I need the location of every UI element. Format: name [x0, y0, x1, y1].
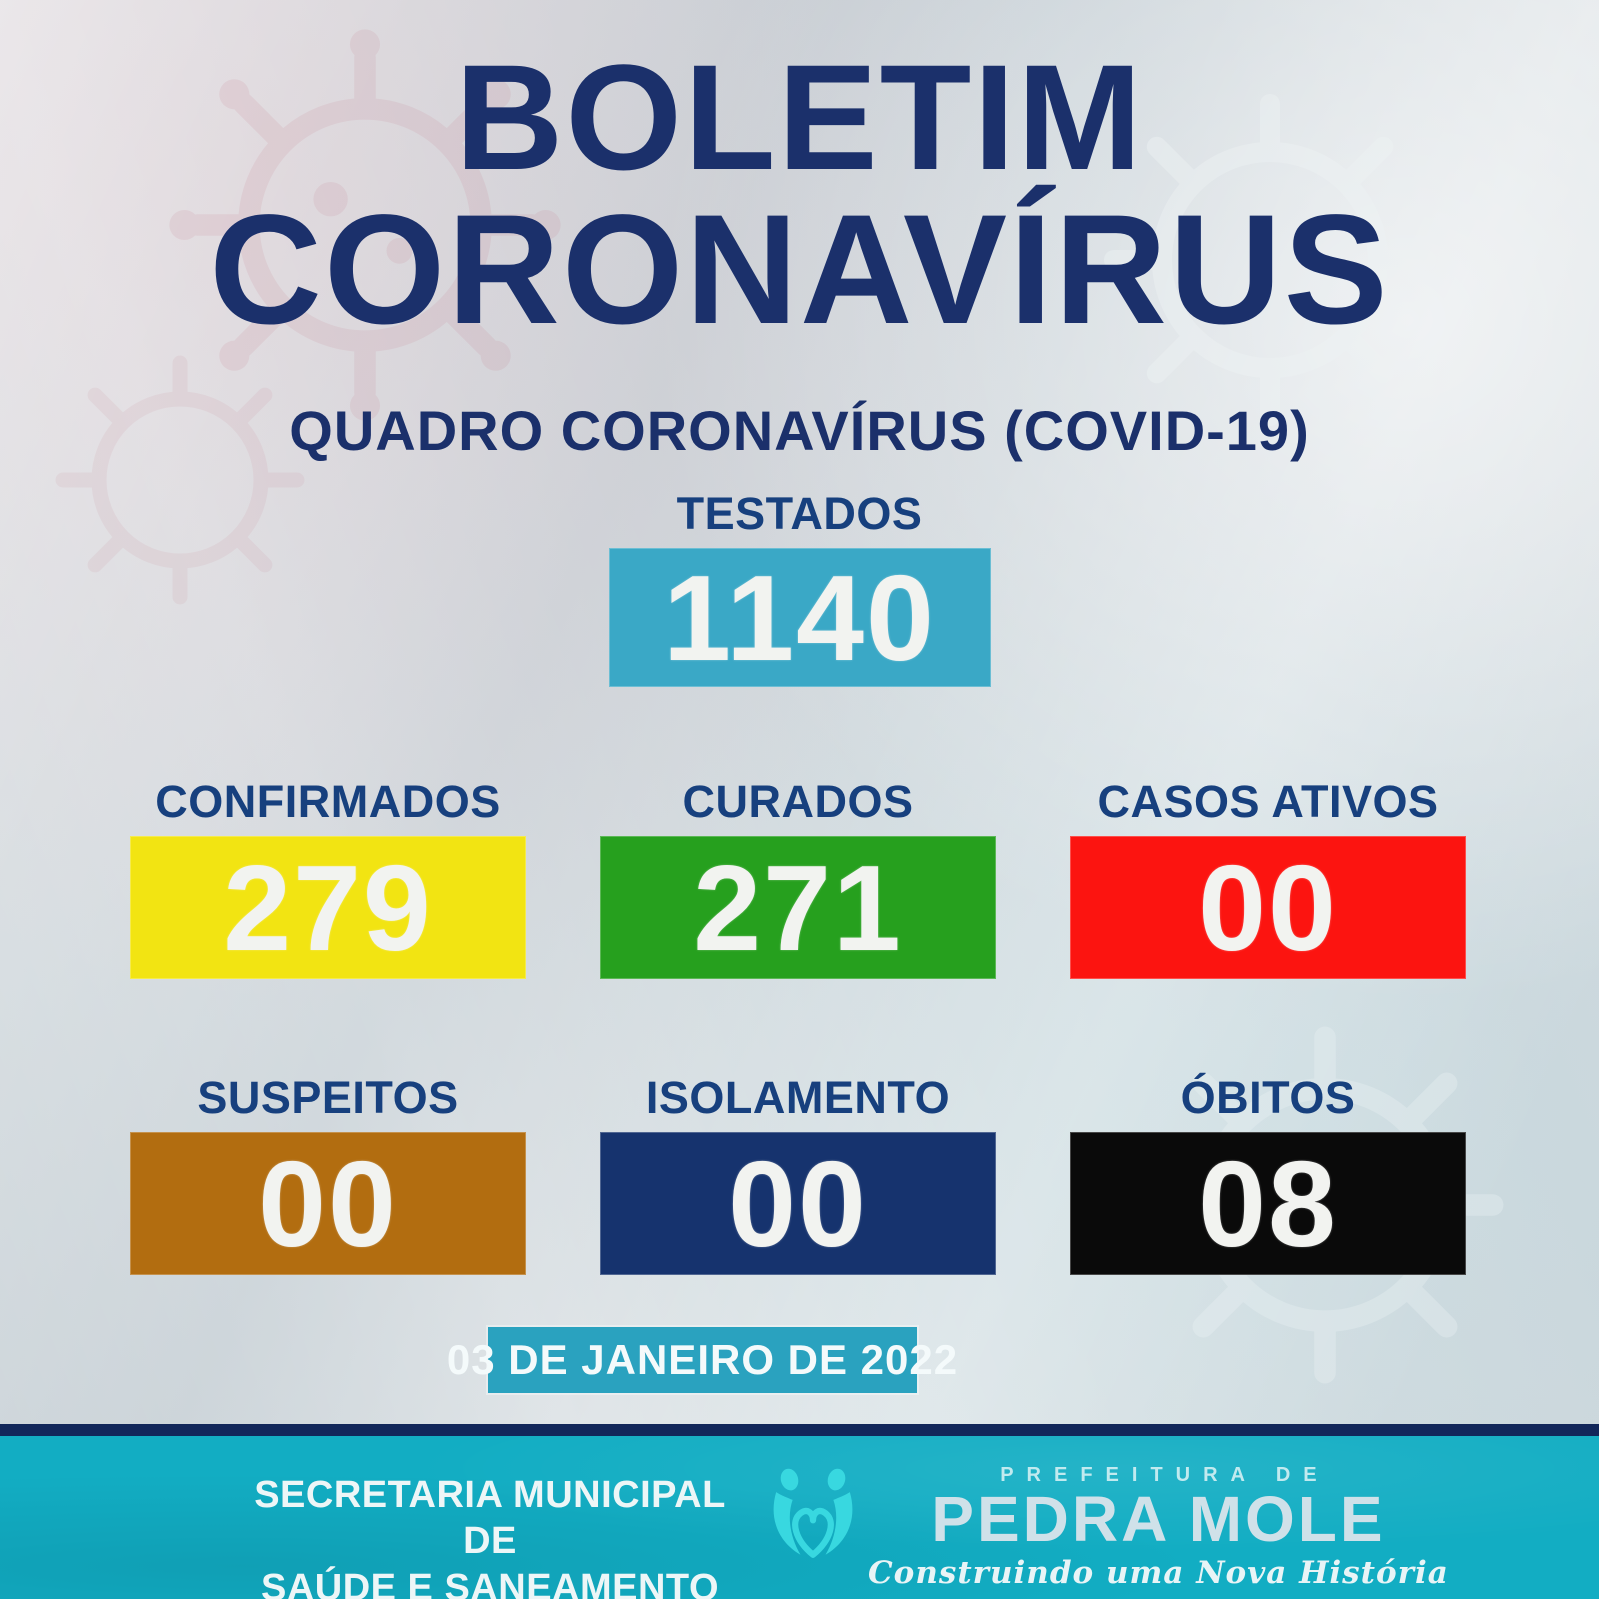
subtitle: QUADRO CORONAVÍRUS (COVID-19) — [289, 399, 1310, 462]
stat-value: 271 — [693, 839, 903, 976]
stat-label: ISOLAMENTO — [645, 1072, 951, 1123]
date-text: 03 DE JANEIRO DE 2022 — [446, 1336, 959, 1383]
stat-value-box: 271 — [600, 836, 996, 979]
stat-value: 00 — [258, 1135, 398, 1272]
stat-confirmados: CONFIRMADOS 279 — [130, 776, 526, 979]
logo-small-text: PREFEITURA DE — [1000, 1464, 1330, 1486]
stat-curados: CURADOS 271 — [600, 776, 996, 979]
stat-value: 00 — [728, 1135, 868, 1272]
date-banner: 03 DE JANEIRO DE 2022 — [447, 1327, 957, 1393]
stat-obitos: ÓBITOS 08 — [1070, 1072, 1466, 1275]
stat-label: TESTADOS — [676, 488, 923, 539]
logo-slogan: Construindo uma Nova História — [868, 1555, 1449, 1591]
stat-value-box: 00 — [1070, 836, 1466, 979]
stat-label: CONFIRMADOS — [155, 776, 501, 827]
stats-row-1: CONFIRMADOS 279 CURADOS 271 CASOS ATIVOS… — [130, 776, 1466, 979]
stat-label: CURADOS — [682, 776, 914, 827]
stat-value-box: 1140 — [608, 548, 991, 687]
stat-value-box: 279 — [130, 836, 526, 979]
stat-value: 279 — [223, 839, 433, 976]
stat-value-box: 00 — [600, 1132, 996, 1275]
stat-label: CASOS ATIVOS — [1097, 776, 1439, 827]
stat-value: 00 — [1198, 839, 1338, 976]
footer-band: SECRETARIA MUNICIPAL DE SAÚDE E SANEAMEN… — [0, 1436, 1599, 1599]
title-line-1: BOLETIM — [455, 33, 1144, 201]
department-line-2: SAÚDE E SANEAMENTO — [260, 1566, 720, 1599]
stat-label: SUSPEITOS — [197, 1072, 459, 1123]
department-line-1: SECRETARIA MUNICIPAL DE — [254, 1474, 726, 1563]
stat-isolamento: ISOLAMENTO 00 — [600, 1072, 996, 1275]
city-hall-logo: PREFEITURA DE PEDRA MOLE Construindo uma… — [766, 1452, 1449, 1591]
stat-suspeitos: SUSPEITOS 00 — [130, 1072, 526, 1275]
stat-label: ÓBITOS — [1180, 1072, 1356, 1123]
department-name: SECRETARIA MUNICIPAL DE SAÚDE E SANEAMEN… — [250, 1472, 730, 1599]
page-title: BOLETIM CORONAVÍRUS — [0, 42, 1599, 348]
stats-row-2: SUSPEITOS 00 ISOLAMENTO 00 ÓBITOS 08 — [130, 1072, 1466, 1275]
stat-casos-ativos: CASOS ATIVOS 00 — [1070, 776, 1466, 979]
footer-divider — [0, 1424, 1599, 1436]
stat-value-box: 08 — [1070, 1132, 1466, 1275]
people-heart-icon — [773, 1468, 853, 1558]
stat-value: 08 — [1198, 1135, 1338, 1272]
logo-name: PEDRA MOLE — [931, 1483, 1386, 1555]
logo-text-block: PREFEITURA DE PEDRA MOLE Construindo uma… — [868, 1452, 1449, 1591]
stat-value: 1140 — [663, 549, 936, 686]
stat-testados: TESTADOS 1140 — [0, 488, 1599, 687]
title-line-2: CORONAVÍRUS — [209, 183, 1390, 357]
stat-value-box: 00 — [130, 1132, 526, 1275]
